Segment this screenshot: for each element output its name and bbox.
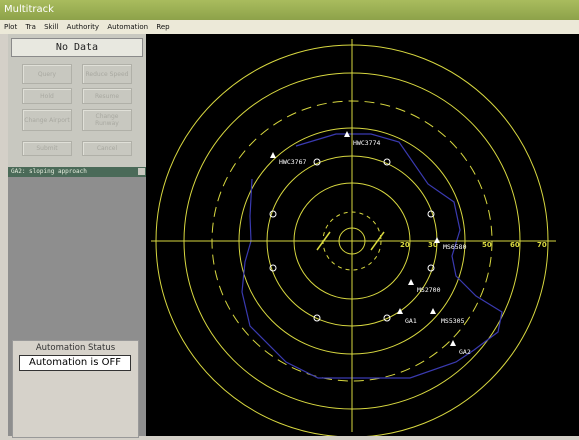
menu-plot[interactable]: Plot (4, 23, 18, 31)
menu-bar: Plot Tra Skill Authority Automation Rep (0, 20, 579, 34)
sector-outline (241, 133, 503, 379)
waypoints (269, 158, 435, 322)
range-labels: 20 30 50 60 70 (400, 241, 547, 249)
radar-display[interactable]: 20 30 50 60 70 HWC3774 HWC3767 MS6580 MS… (146, 34, 579, 438)
aircraft-label[interactable]: MS6580 (443, 243, 467, 251)
automation-status-panel: Automation Status Automation is OFF (12, 340, 139, 438)
window-title: Multitrack (4, 4, 54, 15)
cancel-button[interactable]: Cancel (82, 141, 132, 156)
waypoint (383, 314, 391, 322)
hold-button[interactable]: Hold (22, 88, 72, 104)
automation-status-title: Automation Status (35, 343, 116, 353)
selected-aircraft-display: No Data (11, 38, 143, 57)
runway-markers (316, 231, 385, 251)
waypoint (313, 314, 321, 322)
aircraft-label[interactable]: GA1 (405, 317, 417, 325)
reduce-speed-button[interactable]: Reduce Speed (82, 64, 132, 84)
submit-button[interactable]: Submit (22, 141, 72, 156)
aircraft-icon[interactable] (430, 308, 436, 314)
aircraft-icon[interactable] (408, 279, 414, 285)
status-line: GA2: sloping approach (8, 167, 146, 177)
aircraft-label[interactable]: GA2 (459, 348, 471, 356)
change-airport-button[interactable]: Change Airport (22, 109, 72, 131)
menu-authority[interactable]: Authority (66, 23, 100, 31)
command-panel: No Data Query Reduce Speed Hold Resume C… (8, 34, 146, 167)
aircraft-icon[interactable] (270, 152, 276, 158)
aircraft-label[interactable]: MS2700 (417, 286, 441, 294)
resume-button[interactable]: Resume (82, 88, 132, 104)
aircraft-label[interactable]: MS5305 (441, 317, 465, 325)
left-panel: No Data Query Reduce Speed Hold Resume C… (8, 34, 146, 438)
aircraft-icon[interactable] (434, 237, 440, 243)
change-runway-button[interactable]: Change Runway (82, 109, 132, 131)
aircraft-icon[interactable] (397, 308, 403, 314)
status-scroll-handle[interactable] (138, 168, 145, 175)
range-label: 50 (482, 241, 492, 249)
aircraft-label[interactable]: HWC3767 (279, 158, 306, 166)
menu-skill[interactable]: Skill (44, 23, 59, 31)
waypoint (383, 158, 391, 166)
menu-tra[interactable]: Tra (25, 23, 36, 31)
aircraft-icon[interactable] (344, 131, 350, 137)
aircraft-label[interactable]: HWC3774 (353, 139, 380, 147)
aircraft-icon[interactable] (450, 340, 456, 346)
automation-status-value: Automation is OFF (19, 355, 131, 371)
status-text: GA2: sloping approach (11, 168, 87, 175)
menu-rep[interactable]: Rep (156, 23, 170, 31)
menu-automation[interactable]: Automation (107, 23, 149, 31)
aircraft-layer: HWC3774 HWC3767 MS6580 MS2700 GA1 MS5305… (270, 131, 471, 356)
title-bar: Multitrack (0, 0, 579, 20)
range-label: 20 (400, 241, 410, 249)
range-label: 70 (537, 241, 547, 249)
waypoint (269, 210, 277, 218)
waypoint (427, 210, 435, 218)
range-label: 30 (428, 241, 438, 249)
range-label: 60 (510, 241, 520, 249)
waypoint (427, 264, 435, 272)
query-button[interactable]: Query (22, 64, 72, 84)
waypoint (269, 264, 277, 272)
waypoint (313, 158, 321, 166)
radar-scope: 20 30 50 60 70 HWC3774 HWC3767 MS6580 MS… (151, 39, 556, 438)
runway-marker (370, 231, 385, 251)
runway-marker (316, 231, 331, 251)
